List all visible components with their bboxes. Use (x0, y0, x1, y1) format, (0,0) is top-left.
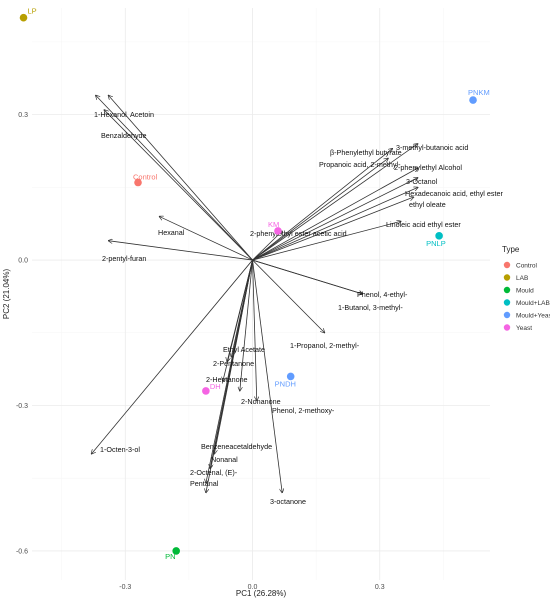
point-label-pndh: PNDH (275, 379, 296, 388)
sample-points: LP PNKM Control KM PNLP PNDH DH PN (19, 7, 490, 561)
loading-label-ethyl-oleate: ethyl oleate (409, 200, 446, 209)
loading-label-2-nonanone: 2-Nonanone (241, 397, 281, 406)
loading-arrow-2-nonanone (240, 260, 253, 391)
point-label-km: KM (268, 220, 279, 229)
legend-label-mould-yeast: Mould+Yeast (516, 312, 550, 319)
loading-label-pentanal: Pentanal (190, 479, 219, 488)
point-pnlp (435, 232, 443, 240)
loading-arrow-benzaldehyde (104, 110, 253, 261)
loading-arrow-2-phenylethyl-ester-acetic-acid (252, 231, 283, 261)
point-pn (172, 547, 180, 555)
grid (32, 8, 490, 580)
loading-arrow-1-octen-3-ol (91, 259, 253, 454)
loading-arrow-linoleic-acid-ethyl-ester (252, 221, 401, 261)
loading-arrow-hexanal (159, 216, 253, 261)
legend-label-control: Control (516, 262, 538, 269)
loading-arrow-1-propanol-2-methyl (252, 259, 325, 333)
legend-key-lab (503, 274, 511, 281)
loading-label-1-hexanol: 1-Hexanol (94, 110, 127, 119)
loading-label-3-methyl-butanoic-acid: 3-methyl-butanoic acid (396, 143, 468, 152)
y-axis-title: PC2 (21.04%) (2, 269, 11, 320)
loading-label-1-butanol-3-methyl: 1-Butanol, 3-methyl- (338, 303, 403, 312)
loading-arrow-3-octanol (252, 178, 418, 261)
legend-label-lab: LAB (516, 275, 528, 282)
loading-label-benzeneacetaldehyde: Benzeneacetaldehyde (201, 442, 272, 451)
y-tick-label: 0.0 (18, 258, 28, 265)
loading-arrow-propanoic-acid-2-methyl (252, 158, 389, 261)
loading-label-benzaldehyde: Benzaldehyde (101, 131, 147, 140)
loading-label-linoleic-acid-ethyl-ester: Linoleic acid ethyl ester (386, 220, 461, 229)
x-tick-label: 0.0 (248, 584, 258, 591)
loading-arrow-1-hexanol (96, 95, 253, 261)
loading-label-hexadecanoic-acid-ethyl-ester: Hexadecanoic acid, ethyl ester (405, 189, 503, 198)
loading-arrow-hexadecanoic-acid-ethyl-ester (252, 187, 418, 261)
y-tick-label: -0.3 (16, 403, 28, 410)
point-km (274, 227, 282, 235)
loading-label-2-octenal-e: 2-Octenal, (E)- (190, 468, 238, 477)
legend-key-control (503, 261, 511, 269)
loading-label-1-octen-3-ol: 1-Octen-3-ol (100, 445, 140, 454)
point-pnkm (469, 96, 477, 104)
y-tick-label: -0.6 (16, 548, 28, 555)
loading-arrow-2-heptanone (223, 259, 253, 381)
point-control (134, 178, 142, 187)
loading-label-2-heptanone: 2-Heptanone (206, 375, 248, 384)
loading-arrow-acetoin (108, 95, 253, 261)
point-label-control: Control (133, 173, 158, 182)
loading-label-3-octanone: 3-octanone (270, 497, 306, 506)
point-lp (19, 13, 28, 22)
legend-key-mould-lab (503, 299, 511, 306)
legend-key-mould-yeast (503, 311, 511, 319)
point-label-pn: PN (165, 552, 175, 561)
loading-label-phenol-4-ethyl: Phenol, 4-ethyl- (357, 290, 408, 299)
loading-arrow-2-phenylethyl-alcohol (252, 168, 418, 261)
loading-arrow-2-pentyl-furan (108, 241, 253, 261)
loading-arrow-phenylethyl-butyrate (252, 149, 393, 261)
y-tick-label: 0.3 (18, 112, 28, 119)
loading-labels: 1-Hexanol Acetoin Benzaldehyde Hexanal 2-pen… (94, 110, 503, 506)
loading-label-nonanal: Nonanal (211, 455, 238, 464)
loading-arrow-3-octanone (252, 260, 283, 493)
loading-label-1-propanol-2-methyl: 1-Propanol, 2-methyl- (290, 341, 360, 350)
point-label-lp: LP (28, 7, 37, 16)
x-tick-label: -0.3 (119, 584, 131, 591)
legend-label-mould: Mould (516, 287, 534, 294)
loading-vectors (91, 95, 418, 492)
legend-label-mould-lab: Mould+LAB (516, 300, 550, 307)
loading-arrow-phenol-2-methoxy (252, 260, 257, 401)
loading-label-phenol-2-methoxy: Phenol, 2-methoxy- (272, 406, 335, 415)
loading-label-2-pentyl-furan: 2-pentyl-furan (102, 254, 146, 263)
axis-ticks: -0.3 0.0 0.3 0.3 0.0 -0.3 -0.6 (16, 112, 385, 591)
loading-label-3-octanol: 3-Octanol (406, 177, 438, 186)
loading-arrow-3-methyl-butanoic-acid (252, 144, 418, 261)
legend-key-yeast (503, 324, 511, 331)
loading-label-hexanal: Hexanal (158, 228, 185, 237)
loading-arrow-1-butanol-3-methyl (252, 259, 363, 294)
point-dh (202, 387, 210, 395)
loading-label-2-phenylethyl-ester-acetic-acid: 2-phenylethyl ester acetic acid (250, 229, 347, 238)
x-axis-title: PC1 (26.28%) (236, 589, 287, 598)
loading-label-2-pentanone: 2-Pentanone (213, 359, 254, 368)
loading-label-2-phenylethyl-alcohol: 2-phenylethyl Alcohol (394, 163, 462, 172)
legend-label-yeast: Yeast (516, 325, 532, 332)
loading-label-ethyl-acetate: Ethyl Acetate (223, 345, 265, 354)
point-pndh (286, 372, 295, 381)
loading-label-acetoin: Acetoin (130, 110, 154, 119)
loading-arrow-ethyl-oleate (252, 197, 414, 261)
loading-arrow-pentanal (206, 259, 253, 493)
legend-key-mould (503, 286, 511, 294)
legend-title: Type (502, 245, 520, 254)
x-tick-label: 0.3 (375, 584, 385, 591)
loading-label-propanoic-acid-2-methyl: Propanoic acid, 2-methyl- (319, 160, 401, 169)
point-label-pnlp: PNLP (426, 239, 446, 248)
loading-label-phenylethyl-butyrate: β-Phenylethyl butyrate (330, 148, 402, 157)
point-label-dh: DH (210, 382, 221, 391)
point-label-pnkm: PNKM (468, 88, 490, 97)
legend: Type Control LAB Mould Mould+LAB Mould+Yeast… (502, 245, 550, 332)
